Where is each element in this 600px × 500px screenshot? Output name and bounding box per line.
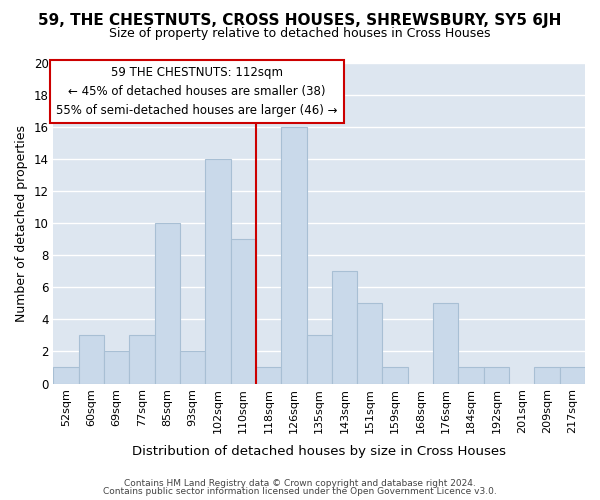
Bar — [256, 368, 281, 384]
Y-axis label: Number of detached properties: Number of detached properties — [15, 124, 28, 322]
Text: Size of property relative to detached houses in Cross Houses: Size of property relative to detached ho… — [109, 28, 491, 40]
Bar — [180, 352, 205, 384]
Bar — [307, 336, 332, 384]
Text: Contains public sector information licensed under the Open Government Licence v3: Contains public sector information licen… — [103, 487, 497, 496]
Text: 59, THE CHESTNUTS, CROSS HOUSES, SHREWSBURY, SY5 6JH: 59, THE CHESTNUTS, CROSS HOUSES, SHREWSB… — [38, 12, 562, 28]
X-axis label: Distribution of detached houses by size in Cross Houses: Distribution of detached houses by size … — [132, 444, 506, 458]
Text: 59 THE CHESTNUTS: 112sqm
← 45% of detached houses are smaller (38)
55% of semi-d: 59 THE CHESTNUTS: 112sqm ← 45% of detach… — [56, 66, 338, 116]
Bar — [458, 368, 484, 384]
Bar — [53, 368, 79, 384]
Bar — [281, 126, 307, 384]
Bar — [433, 304, 458, 384]
Bar — [130, 336, 155, 384]
Bar — [230, 239, 256, 384]
Bar — [535, 368, 560, 384]
Bar — [205, 159, 230, 384]
Bar — [155, 223, 180, 384]
Bar — [357, 304, 382, 384]
Text: Contains HM Land Registry data © Crown copyright and database right 2024.: Contains HM Land Registry data © Crown c… — [124, 478, 476, 488]
Bar — [382, 368, 408, 384]
Bar — [560, 368, 585, 384]
Bar — [484, 368, 509, 384]
Bar — [104, 352, 130, 384]
Bar — [79, 336, 104, 384]
Bar — [332, 271, 357, 384]
